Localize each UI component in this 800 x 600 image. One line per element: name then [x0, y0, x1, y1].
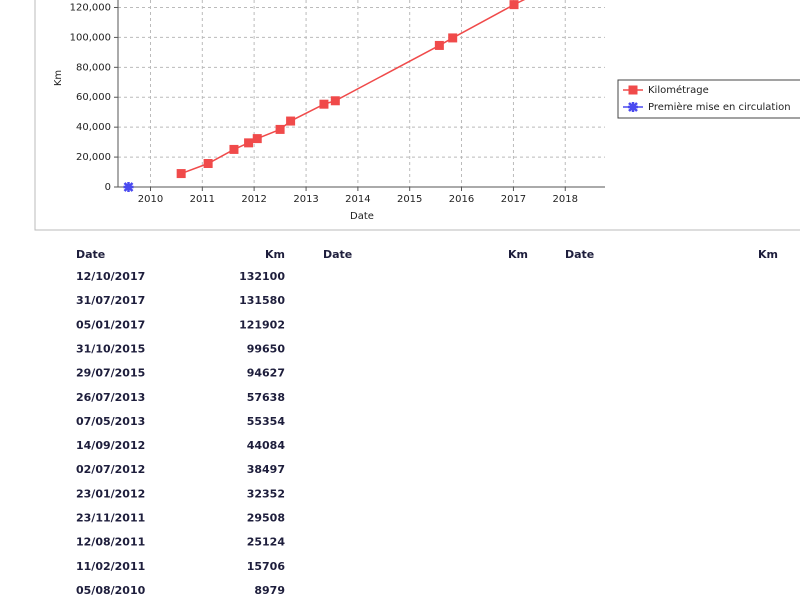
km-cell: 55354	[247, 415, 286, 428]
date-cell: 14/09/2012	[76, 439, 145, 452]
y-tick-label: 120,000	[70, 2, 111, 13]
date-cell: 31/10/2015	[76, 342, 145, 355]
point	[509, 0, 519, 10]
date-cell: 12/08/2011	[76, 536, 145, 549]
point	[628, 85, 638, 95]
legend: Kilométrage Première mise en circulation	[617, 79, 800, 119]
km-cell: 57638	[247, 391, 285, 404]
point	[203, 159, 213, 169]
km-cell: 44084	[247, 439, 286, 452]
km-cell: 94627	[247, 367, 285, 380]
y-tick-label: 0	[105, 182, 111, 193]
column-header: Km	[508, 248, 528, 261]
plot	[123, 0, 526, 192]
date-cell: 05/01/2017	[76, 318, 145, 331]
legend-box	[617, 79, 800, 119]
x-tick-label: 2017	[501, 194, 526, 205]
y-tick-label: 60,000	[76, 92, 111, 103]
y-tick-label: 100,000	[70, 32, 111, 43]
column-header: Km	[265, 248, 285, 261]
x-tick-label: 2015	[397, 194, 422, 205]
y-tick-label: 20,000	[76, 152, 111, 163]
km-cell: 15706	[247, 560, 286, 573]
grid: 0 20,000 40,000 60,000 80,000 100,000 120,000 2…	[70, 0, 605, 205]
legend-label: Kilométrage	[648, 84, 709, 96]
point	[628, 102, 638, 112]
point	[123, 182, 134, 192]
point	[252, 134, 262, 144]
point	[176, 169, 186, 179]
date-cell: 02/07/2012	[76, 463, 145, 476]
point	[319, 99, 329, 109]
km-cell: 131580	[239, 294, 285, 307]
x-tick-label: 2011	[190, 194, 215, 205]
y-axis-label: Km	[53, 70, 64, 86]
x-axis-label: Date	[350, 211, 374, 222]
km-cell: 29508	[247, 512, 285, 525]
column-header: Date	[76, 248, 105, 261]
date-cell: 23/11/2011	[76, 512, 145, 525]
km-cell: 38497	[247, 463, 285, 476]
point	[244, 138, 254, 148]
date-cell: 23/01/2012	[76, 487, 145, 500]
x-tick-label: 2018	[553, 194, 578, 205]
column-header: Km	[758, 248, 778, 261]
x-tick-label: 2016	[449, 194, 474, 205]
x-tick-label: 2013	[293, 194, 318, 205]
date-cell: 11/02/2011	[76, 560, 145, 573]
table: Date Km Date Km Date Km 12/10/2017 132100 31/07/…	[76, 248, 778, 597]
km-cell: 32352	[247, 487, 285, 500]
point	[434, 40, 444, 50]
x-tick-label: 2012	[241, 194, 266, 205]
date-cell: 07/05/2013	[76, 415, 145, 428]
x-tick-label: 2014	[345, 194, 370, 205]
legend-label: Première mise en circulation	[648, 101, 791, 113]
point	[286, 116, 296, 126]
point	[229, 144, 239, 154]
km-cell: 25124	[247, 536, 286, 549]
point	[330, 96, 340, 106]
x-tick-label: 2010	[138, 194, 163, 205]
date-cell: 26/07/2013	[76, 391, 145, 404]
km-cell: 8979	[254, 584, 285, 597]
column-header: Date	[323, 248, 352, 261]
y-tick-label: 80,000	[76, 62, 111, 73]
y-tick-label: 40,000	[76, 122, 111, 133]
point	[275, 124, 285, 134]
date-cell: 29/07/2015	[76, 367, 145, 380]
km-cell: 132100	[239, 270, 285, 283]
km-cell: 121902	[239, 318, 285, 331]
plot-area	[118, 0, 605, 187]
date-cell: 05/08/2010	[76, 584, 146, 597]
date-cell: 12/10/2017	[76, 270, 145, 283]
column-header: Date	[565, 248, 594, 261]
point	[448, 33, 458, 43]
date-cell: 31/07/2017	[76, 294, 145, 307]
km-cell: 99650	[247, 342, 286, 355]
